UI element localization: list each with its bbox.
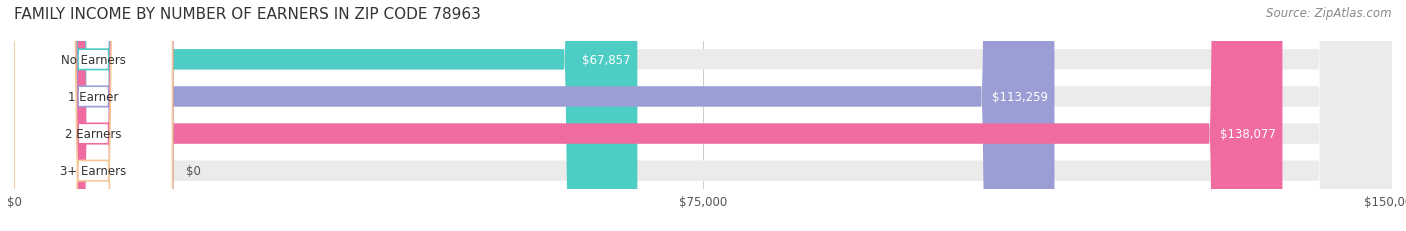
Text: $0: $0 — [186, 164, 201, 177]
FancyBboxPatch shape — [14, 0, 173, 231]
Text: FAMILY INCOME BY NUMBER OF EARNERS IN ZIP CODE 78963: FAMILY INCOME BY NUMBER OF EARNERS IN ZI… — [14, 7, 481, 22]
Text: $67,857: $67,857 — [582, 54, 630, 67]
FancyBboxPatch shape — [14, 0, 1392, 231]
Text: $113,259: $113,259 — [991, 91, 1047, 103]
FancyBboxPatch shape — [14, 0, 1282, 231]
FancyBboxPatch shape — [14, 0, 1392, 231]
FancyBboxPatch shape — [14, 0, 1054, 231]
Text: 2 Earners: 2 Earners — [65, 128, 121, 140]
Text: 3+ Earners: 3+ Earners — [60, 164, 127, 177]
Text: No Earners: No Earners — [60, 54, 125, 67]
FancyBboxPatch shape — [14, 0, 173, 231]
FancyBboxPatch shape — [14, 0, 173, 231]
Text: $138,077: $138,077 — [1219, 128, 1275, 140]
Text: Source: ZipAtlas.com: Source: ZipAtlas.com — [1267, 7, 1392, 20]
FancyBboxPatch shape — [14, 0, 173, 231]
FancyBboxPatch shape — [14, 0, 1392, 231]
Text: 1 Earner: 1 Earner — [67, 91, 118, 103]
FancyBboxPatch shape — [14, 0, 637, 231]
FancyBboxPatch shape — [14, 0, 1392, 231]
